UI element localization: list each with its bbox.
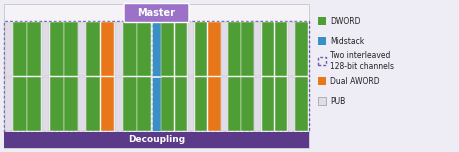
- Bar: [261, 77, 274, 131]
- Bar: [207, 77, 220, 131]
- Bar: [160, 21, 308, 132]
- Bar: [161, 22, 174, 76]
- Bar: [5, 77, 12, 131]
- Bar: [115, 77, 122, 131]
- Bar: [187, 77, 194, 131]
- Text: Master: Master: [137, 8, 175, 18]
- Bar: [187, 22, 194, 76]
- Bar: [174, 77, 187, 131]
- Bar: [64, 77, 78, 131]
- Bar: [228, 77, 241, 131]
- Text: DWORD: DWORD: [329, 17, 360, 26]
- Bar: [78, 22, 86, 76]
- Bar: [4, 4, 308, 148]
- Bar: [5, 22, 12, 76]
- Bar: [50, 77, 63, 131]
- Bar: [78, 77, 86, 131]
- Bar: [13, 22, 27, 76]
- Bar: [317, 37, 325, 45]
- Bar: [274, 22, 286, 76]
- Bar: [4, 21, 152, 132]
- FancyBboxPatch shape: [124, 3, 189, 22]
- Bar: [137, 77, 151, 131]
- Bar: [123, 22, 136, 76]
- Bar: [220, 77, 227, 131]
- Bar: [261, 22, 274, 76]
- Bar: [274, 77, 286, 131]
- Bar: [254, 22, 261, 76]
- Bar: [254, 77, 261, 131]
- Bar: [161, 77, 174, 131]
- Bar: [241, 77, 253, 131]
- Bar: [123, 77, 136, 131]
- Bar: [317, 57, 325, 65]
- Bar: [195, 77, 207, 131]
- Bar: [228, 22, 241, 76]
- Bar: [294, 22, 307, 76]
- Bar: [287, 22, 294, 76]
- Bar: [86, 22, 100, 76]
- Bar: [86, 77, 100, 131]
- Text: PUB: PUB: [329, 97, 345, 105]
- Bar: [115, 22, 122, 76]
- Bar: [195, 22, 207, 76]
- Bar: [220, 22, 227, 76]
- Bar: [137, 22, 151, 76]
- Bar: [287, 77, 294, 131]
- Text: Dual AWORD: Dual AWORD: [329, 76, 379, 85]
- Bar: [64, 22, 78, 76]
- Bar: [101, 22, 114, 76]
- Bar: [27, 77, 41, 131]
- Bar: [207, 22, 220, 76]
- Bar: [41, 77, 49, 131]
- Bar: [4, 132, 308, 148]
- Text: Decoupling: Decoupling: [128, 135, 185, 145]
- Bar: [294, 77, 307, 131]
- Bar: [174, 22, 187, 76]
- Bar: [317, 17, 325, 25]
- Text: Midstack: Midstack: [329, 36, 364, 45]
- Bar: [50, 22, 63, 76]
- Bar: [101, 77, 114, 131]
- Bar: [41, 22, 49, 76]
- Bar: [27, 22, 41, 76]
- Bar: [241, 22, 253, 76]
- Text: Two interleaved
128-bit channels: Two interleaved 128-bit channels: [329, 51, 393, 71]
- Bar: [317, 97, 325, 105]
- Bar: [151, 77, 161, 131]
- Bar: [151, 22, 161, 76]
- Bar: [13, 77, 27, 131]
- Bar: [317, 77, 325, 85]
